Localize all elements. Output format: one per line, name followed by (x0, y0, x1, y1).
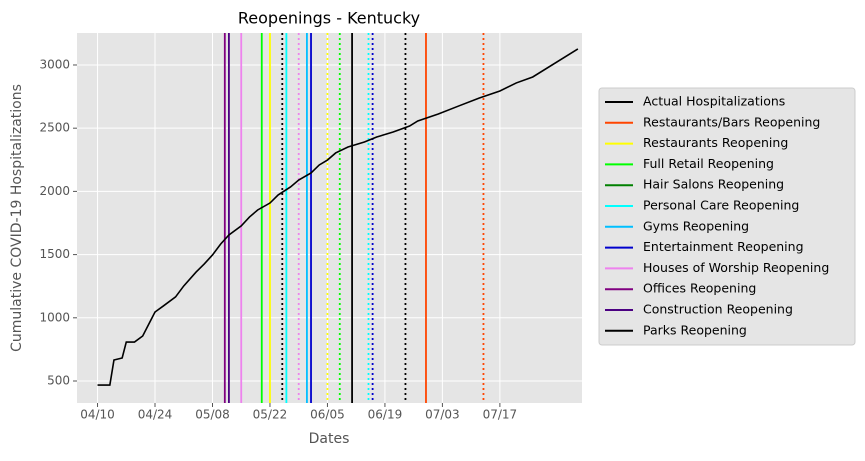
plot-area (77, 33, 582, 403)
x-tick-label: 07/03 (425, 408, 460, 422)
x-tick-label: 04/24 (138, 408, 173, 422)
legend-label: Personal Care Reopening (643, 198, 799, 213)
y-tick-label: 2500 (39, 121, 70, 135)
x-tick-label: 06/05 (310, 408, 345, 422)
y-tick-label: 3000 (39, 57, 70, 71)
y-tick-label: 1000 (39, 310, 70, 324)
chart-title: Reopenings - Kentucky (238, 9, 420, 28)
legend-label: Restaurants Reopening (643, 135, 788, 150)
y-tick-label: 1500 (39, 247, 70, 261)
x-tick-label: 04/10 (80, 408, 115, 422)
legend-label: Houses of Worship Reopening (643, 260, 829, 275)
legend-label: Entertainment Reopening (643, 239, 804, 254)
legend-label: Gyms Reopening (643, 218, 749, 233)
x-tick-label: 07/17 (483, 408, 518, 422)
y-tick-label: 500 (47, 374, 70, 388)
data-line (97, 48, 579, 386)
legend-box (598, 87, 856, 346)
x-tick-label: 06/19 (368, 408, 403, 422)
x-axis-label: Dates (309, 431, 350, 447)
legend-label: Offices Reopening (643, 281, 756, 296)
legend-label: Full Retail Reopening (643, 156, 774, 171)
legend-label: Parks Reopening (643, 322, 747, 337)
y-tick-label: 2000 (39, 184, 70, 198)
x-tick-label: 05/22 (253, 408, 288, 422)
y-axis-label: Cumulative COVID-19 Hospitalizations (9, 84, 25, 352)
legend-label: Restaurants/Bars Reopening (643, 114, 820, 129)
legend-label: Hair Salons Reopening (643, 177, 784, 192)
legend-label: Construction Reopening (643, 302, 793, 317)
x-tick-label: 05/08 (195, 408, 230, 422)
legend-label: Actual Hospitalizations (643, 94, 785, 109)
